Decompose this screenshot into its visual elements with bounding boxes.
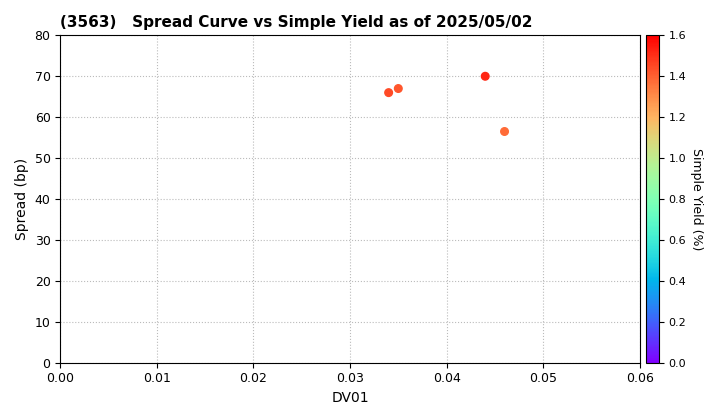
Point xyxy=(499,128,510,135)
Point xyxy=(383,89,395,96)
Point xyxy=(392,85,404,92)
Text: (3563)   Spread Curve vs Simple Yield as of 2025/05/02: (3563) Spread Curve vs Simple Yield as o… xyxy=(60,15,533,30)
Y-axis label: Simple Yield (%): Simple Yield (%) xyxy=(690,148,703,250)
Y-axis label: Spread (bp): Spread (bp) xyxy=(15,158,29,240)
Point xyxy=(480,73,491,80)
X-axis label: DV01: DV01 xyxy=(331,391,369,405)
